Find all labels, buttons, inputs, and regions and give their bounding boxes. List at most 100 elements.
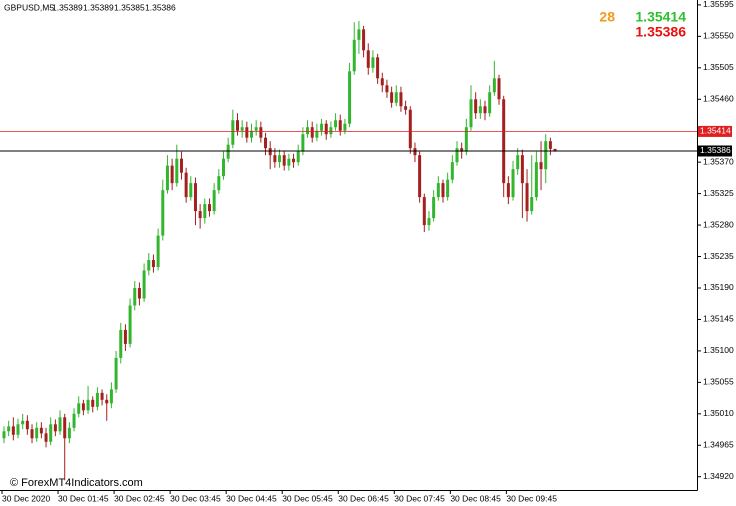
candle-body [119, 329, 123, 358]
candle-body [282, 155, 286, 166]
candle-body [287, 158, 291, 166]
candle-body [301, 134, 305, 152]
candle-body [548, 141, 552, 149]
candle-body [114, 357, 118, 390]
candle-body [179, 158, 183, 173]
candle-body [156, 235, 160, 268]
candle-body [315, 130, 319, 138]
candle-body [483, 106, 487, 114]
candle-body [193, 183, 197, 212]
ask-label-box [698, 125, 732, 137]
candle-body [404, 106, 408, 110]
candle-body [324, 123, 328, 135]
candle-body [385, 85, 389, 93]
candle-body [418, 155, 422, 198]
header-low: 1.35385 [114, 2, 145, 12]
x-tick-label: 30 Dec 2020 [2, 493, 50, 503]
candle-body [53, 424, 57, 432]
candle-body [408, 109, 412, 149]
candle-body [436, 183, 440, 198]
candle-body [86, 399, 90, 411]
candle-body [338, 120, 342, 131]
candle-body [184, 172, 188, 198]
candle-body [109, 389, 113, 404]
candle-body [217, 176, 221, 191]
candle-body [292, 158, 296, 163]
candle-body [306, 127, 310, 135]
candle-body [357, 29, 361, 40]
header-close: 1.35386 [145, 2, 176, 12]
y-tick-label: 1.35100 [703, 345, 734, 355]
x-tick-label: 30 Dec 07:45 [394, 493, 445, 503]
candle-body [170, 165, 174, 184]
candle-body [446, 179, 450, 198]
candle-body [63, 417, 67, 439]
candle-body [539, 162, 543, 170]
candle-body [492, 78, 496, 93]
candle-body [474, 99, 478, 114]
candle-body [413, 148, 417, 156]
bid-price: 1.35386 [635, 24, 686, 40]
candle-body [81, 403, 85, 411]
candle-body [165, 165, 169, 191]
candle-body [67, 427, 71, 439]
y-tick-label: 1.34965 [703, 440, 734, 450]
candle-body [394, 92, 398, 103]
candle-body [11, 426, 15, 435]
y-tick-label: 1.35145 [703, 314, 734, 324]
x-tick-label: 30 Dec 02:45 [114, 493, 165, 503]
candle-body [455, 148, 459, 163]
candle-body [352, 39, 356, 72]
candle-body [371, 57, 375, 68]
candle-body [553, 148, 557, 151]
candle-body [310, 127, 314, 138]
y-tick-label: 1.35280 [703, 219, 734, 229]
candle-body [343, 123, 347, 131]
candle-body [91, 399, 95, 407]
candle-body [450, 162, 454, 180]
candle-body [366, 50, 370, 68]
candle-body [35, 427, 39, 439]
candle-body [245, 127, 249, 138]
candle-body [525, 183, 529, 212]
candle-body [441, 183, 445, 198]
candle-body [212, 190, 216, 212]
candle-body [221, 158, 225, 177]
spread: 28 [599, 9, 615, 25]
candle-body [236, 120, 239, 131]
y-tick-label: 1.35190 [703, 282, 734, 292]
candle-body [161, 190, 165, 236]
candle-body [254, 127, 258, 131]
candle-body [95, 392, 99, 407]
candle-body [30, 429, 34, 439]
candle-body [58, 417, 62, 432]
candle-body [502, 99, 506, 184]
y-tick-label: 1.35055 [703, 377, 734, 387]
x-tick-label: 30 Dec 06:45 [338, 493, 389, 503]
candle-body [320, 123, 324, 131]
candle-body [478, 106, 482, 114]
candle-body [520, 155, 524, 184]
candle-body [142, 270, 146, 299]
candle-body [207, 204, 211, 212]
candle-body [203, 204, 207, 219]
candle-body [329, 127, 333, 135]
ask-label: 1.35414 [700, 126, 731, 136]
y-tick-label: 1.35010 [703, 408, 734, 418]
candle-body [399, 92, 403, 107]
candle-body [497, 78, 501, 100]
x-tick-label: 30 Dec 01:45 [58, 493, 109, 503]
candle-body [268, 148, 272, 156]
x-tick-label: 30 Dec 03:45 [170, 493, 221, 503]
candle-body [464, 127, 468, 152]
candle-body [16, 424, 20, 435]
candle-body [460, 148, 464, 152]
candle-body [105, 399, 109, 404]
header-high: 1.35389 [83, 2, 114, 12]
candle-body [123, 329, 127, 344]
candle-body [334, 120, 338, 128]
candle-body [175, 158, 179, 184]
candle-body [72, 413, 76, 428]
candle-body [231, 120, 235, 145]
